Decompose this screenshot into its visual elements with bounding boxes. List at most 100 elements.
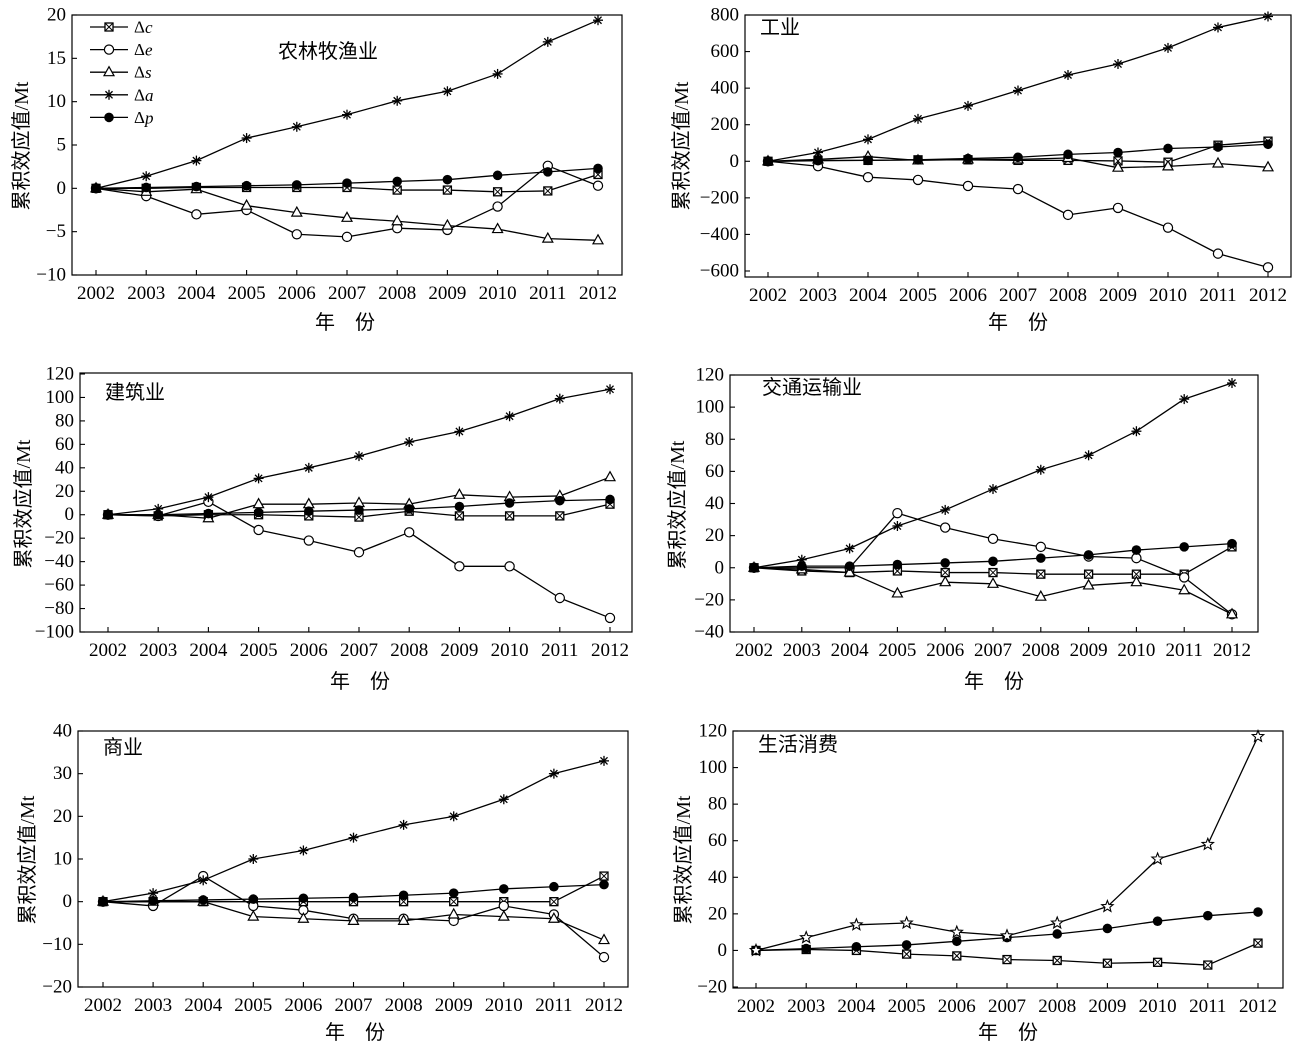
- legend-label: Δa: [134, 85, 153, 104]
- square-cross-point-2008: [1052, 955, 1062, 966]
- asterisk-point-2008: [404, 437, 415, 448]
- filled-circle-point-2009: [454, 501, 465, 512]
- x-tick-label: 2012: [591, 640, 629, 661]
- filled-circle-point-2007: [1013, 152, 1023, 163]
- open-triangle-point-2012: [1225, 607, 1239, 619]
- y-tick-label: −20: [42, 977, 72, 998]
- filled-circle-point-2007: [348, 892, 359, 903]
- filled-circle-point-2007: [354, 505, 364, 515]
- x-tick-label: 2005: [899, 285, 937, 306]
- open-circle-point-2011: [1178, 572, 1190, 583]
- x-tick-label: 2006: [284, 995, 322, 1016]
- y-tick-label: 800: [711, 5, 740, 26]
- asterisk-point-2006: [291, 121, 302, 132]
- y-tick-label: −20: [44, 528, 74, 549]
- legend-open-triangle-icon: [102, 65, 116, 77]
- x-tick-label: 2002: [89, 640, 127, 661]
- x-tick-label: 2005: [878, 640, 916, 661]
- x-axis-label: 年 份: [325, 1021, 385, 1044]
- x-tick-label: 2003: [799, 285, 837, 306]
- square-cross-point-2012: [1253, 938, 1263, 948]
- y-tick-label: 15: [47, 48, 66, 69]
- open-triangle-point-2008: [391, 214, 404, 226]
- filled-circle-point-2010: [499, 884, 509, 894]
- square-cross-point-2011: [549, 897, 559, 907]
- filled-circle-point-2012: [599, 879, 609, 890]
- x-tick-label: 2010: [1139, 996, 1177, 1017]
- open-circle-point-2012: [1262, 262, 1274, 273]
- open-triangle-point-2006: [302, 497, 315, 509]
- y-tick-label: 0: [715, 557, 725, 578]
- y-tick-label: −40: [694, 622, 724, 643]
- open-star-point-2004: [849, 917, 864, 931]
- y-tick-label: 10: [47, 91, 66, 112]
- filled-circle-point-2011: [555, 495, 565, 506]
- filled-circle-series: [91, 163, 603, 194]
- y-axis-label: 累积效应值/Mt: [12, 439, 35, 568]
- asterisk-point-2005: [241, 133, 252, 144]
- filled-circle-point-2005: [892, 559, 903, 570]
- open-triangle-point-2010: [1161, 159, 1175, 171]
- asterisk-point-2012: [1263, 11, 1273, 22]
- x-tick-label: 2012: [585, 995, 623, 1016]
- y-tick-label: 100: [46, 387, 75, 408]
- x-tick-label: 2008: [1038, 996, 1076, 1017]
- open-star-point-2011: [1200, 836, 1215, 851]
- x-tick-label: 2004: [837, 996, 876, 1017]
- x-axis-label: 年 份: [988, 311, 1048, 334]
- y-tick-label: 20: [47, 5, 66, 26]
- chart-panel-1: −10 −5 0 5 10 15 20 2002 2003 2004 2005 2006 2007 200…: [10, 5, 623, 334]
- filled-circle-point-2012: [1227, 538, 1237, 549]
- legend: Δc Δe Δs Δa Δp: [90, 18, 153, 127]
- y-tick-label: 20: [708, 903, 727, 924]
- filled-circle-point-2008: [404, 504, 415, 514]
- filled-circle-point-2006: [963, 153, 973, 164]
- filled-circle-point-2003: [148, 896, 158, 906]
- open-triangle-point-2012: [1261, 160, 1275, 172]
- square-cross-point-2010: [504, 511, 515, 521]
- filled-circle-point-2004: [191, 181, 202, 192]
- open-circle-point-2012: [598, 951, 610, 963]
- filled-circle-point-2003: [813, 155, 823, 166]
- x-axis-label: 年 份: [330, 670, 390, 693]
- x-tick-label: 2008: [385, 995, 423, 1016]
- open-circle-point-2006: [962, 180, 974, 192]
- asterisk-point-2010: [498, 794, 509, 805]
- open-triangle-point-2007: [352, 496, 366, 508]
- filled-circle-point-2003: [153, 509, 163, 520]
- x-tick-label: 2002: [737, 996, 775, 1017]
- x-tick-label: 2009: [1088, 996, 1126, 1017]
- y-tick-label: 5: [57, 135, 67, 156]
- asterisk-point-2011: [548, 768, 559, 779]
- open-triangle-point-2005: [240, 198, 253, 210]
- y-tick-label: 200: [711, 114, 740, 135]
- square-cross-point-2009: [442, 185, 453, 195]
- plot-frame: [77, 730, 629, 988]
- x-tick-label: 2003: [139, 640, 177, 661]
- panel-title: 生活消费: [758, 733, 838, 756]
- panel-title: 工业: [760, 16, 800, 39]
- open-triangle-point-2010: [491, 222, 504, 234]
- x-tick-label: 2011: [1166, 640, 1203, 661]
- y-tick-label: −20: [694, 589, 724, 610]
- open-star-point-2003: [799, 930, 814, 944]
- open-circle-point-2012: [604, 612, 616, 624]
- filled-circle-point-2012: [605, 494, 615, 505]
- x-tick-label: 2002: [77, 283, 115, 304]
- square-cross-point-2011: [1203, 960, 1213, 970]
- x-tick-label: 2009: [428, 283, 466, 304]
- filled-circle-point-2008: [398, 890, 409, 901]
- asterisk-point-2007: [342, 109, 352, 120]
- filled-circle-point-2010: [1152, 916, 1163, 926]
- legend-asterisk-icon: [104, 89, 114, 100]
- open-triangle-point-2004: [843, 565, 856, 577]
- x-tick-label: 2005: [228, 283, 266, 304]
- open-triangle-point-2012: [597, 933, 611, 945]
- x-tick-label: 2004: [177, 283, 216, 304]
- plot-frame: [732, 730, 1284, 989]
- asterisk-series-line: [102, 760, 605, 903]
- y-tick-label: 0: [57, 178, 67, 199]
- open-star-point-2008: [1050, 915, 1065, 930]
- filled-circle-point-2011: [549, 881, 559, 892]
- asterisk-series: [98, 755, 609, 907]
